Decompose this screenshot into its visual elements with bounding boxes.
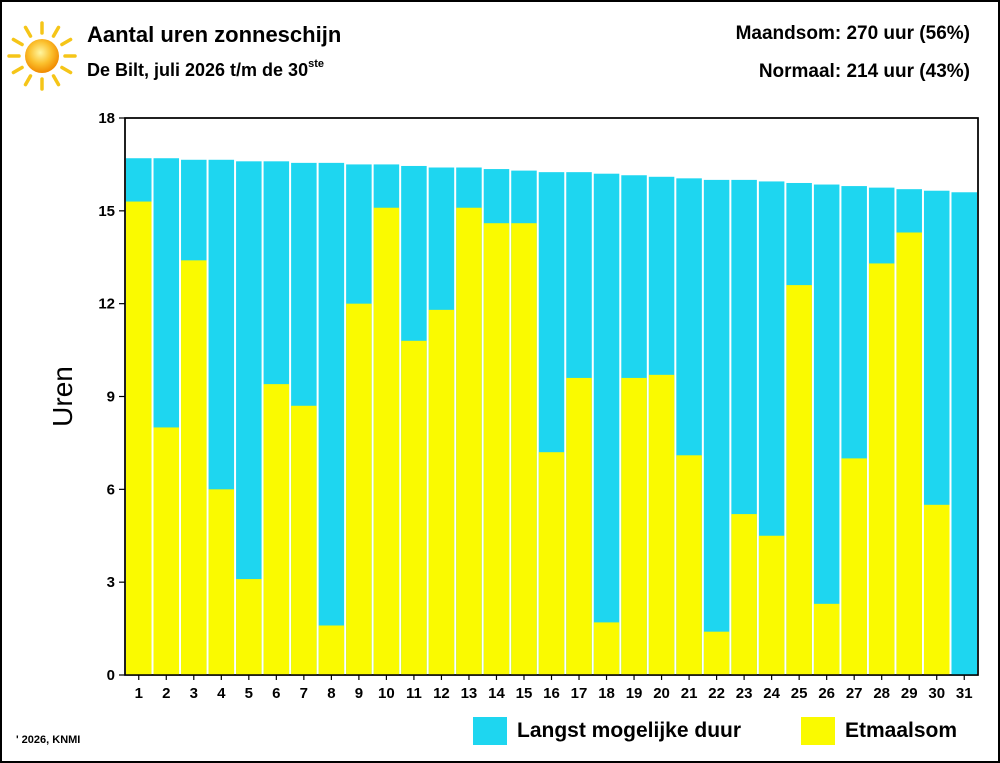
- x-tick-label: 24: [763, 685, 780, 702]
- chart-title: Aantal uren zonneschijn: [87, 22, 342, 47]
- legend-item-max-duration: Langst mogelijke duur: [473, 716, 741, 746]
- month-total-stat: Maandsom: 270 uur (56%): [735, 23, 970, 44]
- bar-daily-sum: [263, 384, 290, 675]
- sun-ray: [60, 37, 73, 47]
- x-tick-label: 23: [736, 685, 753, 702]
- legend-label-daily-sum: Etmaalsom: [845, 719, 958, 742]
- bar-daily-sum: [703, 631, 730, 675]
- x-tick-label: 6: [272, 685, 280, 702]
- x-tick-label: 18: [598, 685, 615, 702]
- x-tick-label: 22: [708, 685, 725, 702]
- bar-max-duration: [593, 173, 620, 675]
- x-tick-label: 29: [901, 685, 918, 702]
- normal-total-stat: Normaal: 214 uur (43%): [758, 61, 970, 82]
- sun-ray: [23, 74, 33, 87]
- bar-daily-sum: [401, 340, 427, 675]
- bar-daily-sum: [126, 201, 152, 676]
- sun-ray: [23, 25, 33, 38]
- x-tick-label: 11: [406, 685, 422, 702]
- sun-ray: [11, 65, 24, 75]
- y-tick-label: 3: [107, 574, 115, 591]
- x-tick-label: 30: [928, 685, 945, 702]
- y-tick-label: 0: [107, 667, 115, 684]
- bar-daily-sum: [373, 207, 400, 675]
- bar-daily-sum: [318, 625, 345, 675]
- bar-daily-sum: [593, 622, 620, 675]
- sun-ray: [60, 65, 73, 75]
- x-tick-label: 12: [433, 685, 450, 702]
- bar-daily-sum: [428, 309, 455, 675]
- x-tick-label: 7: [300, 685, 308, 702]
- y-tick-label: 12: [98, 296, 115, 313]
- sun-ray: [11, 37, 24, 47]
- bar-daily-sum: [511, 223, 537, 675]
- legend-item-daily-sum: Etmaalsom: [801, 716, 957, 746]
- bar-daily-sum: [896, 232, 922, 675]
- x-tick-label: 2: [162, 685, 170, 702]
- bar-daily-sum: [868, 263, 895, 675]
- x-tick-label: 9: [355, 685, 363, 702]
- bar-daily-sum: [208, 489, 235, 675]
- x-tick-label: 20: [653, 685, 670, 702]
- bar-max-duration: [813, 184, 840, 675]
- sun-icon: [7, 21, 77, 91]
- sun-body: [25, 39, 59, 73]
- bar-daily-sum: [566, 377, 592, 675]
- x-tick-label: 3: [190, 685, 198, 702]
- bar-daily-sum: [456, 207, 482, 675]
- x-tick-label: 21: [681, 685, 698, 702]
- subtitle-superscript: ste: [308, 58, 324, 70]
- subtitle-text: De Bilt, juli 2026 t/m de 30: [87, 60, 309, 80]
- x-tick-label: 5: [245, 685, 253, 702]
- bar-daily-sum: [923, 504, 950, 675]
- copyright-note: ' 2026, KNMI: [16, 734, 81, 746]
- bar-max-duration: [703, 179, 730, 675]
- x-tick-label: 17: [571, 685, 588, 702]
- chart-subtitle: De Bilt, juli 2026 t/m de 30ste: [87, 58, 324, 81]
- legend-swatch-daily-sum: [801, 717, 835, 745]
- bar-daily-sum: [731, 514, 757, 675]
- bar-daily-sum: [648, 374, 675, 675]
- x-tick-label: 16: [543, 685, 560, 702]
- x-tick-label: 25: [791, 685, 808, 702]
- y-tick-label: 18: [98, 110, 115, 127]
- x-tick-label: 1: [135, 685, 143, 702]
- bar-daily-sum: [676, 455, 702, 675]
- x-tick-label: 26: [818, 685, 835, 702]
- bar-daily-sum: [538, 452, 565, 675]
- legend-swatch-max-duration: [473, 717, 507, 745]
- x-tick-label: 4: [217, 685, 226, 702]
- x-tick-label: 13: [461, 685, 478, 702]
- bar-daily-sum: [236, 579, 262, 675]
- x-tick-label: 10: [378, 685, 395, 702]
- bar-daily-sum: [181, 260, 207, 675]
- sun-ray: [51, 25, 61, 38]
- bar-daily-sum: [483, 223, 510, 675]
- y-tick-label: 15: [98, 203, 115, 220]
- bar-daily-sum: [813, 603, 840, 675]
- sun-rays: [7, 21, 77, 91]
- y-tick-label: 6: [107, 481, 115, 498]
- x-tick-label: 27: [846, 685, 863, 702]
- bar-max-duration: [318, 162, 345, 675]
- x-tick-label: 14: [488, 685, 505, 702]
- bar-daily-sum: [786, 285, 812, 675]
- y-axis-label: Uren: [47, 366, 78, 427]
- bar-daily-sum: [621, 377, 647, 675]
- legend-label-max-duration: Langst mogelijke duur: [517, 719, 742, 742]
- x-tick-label: 31: [956, 685, 973, 702]
- bar-daily-sum: [291, 405, 317, 675]
- bar-daily-sum: [758, 535, 785, 675]
- sun-ray: [51, 74, 61, 87]
- bar-daily-sum: [153, 427, 180, 675]
- y-tick-label: 9: [107, 389, 115, 406]
- bar-daily-sum: [841, 458, 867, 675]
- bar-max-duration: [951, 192, 977, 675]
- bar-daily-sum: [346, 303, 372, 675]
- x-tick-label: 19: [626, 685, 643, 702]
- x-tick-label: 15: [516, 685, 533, 702]
- x-tick-label: 8: [327, 685, 335, 702]
- x-tick-label: 28: [873, 685, 890, 702]
